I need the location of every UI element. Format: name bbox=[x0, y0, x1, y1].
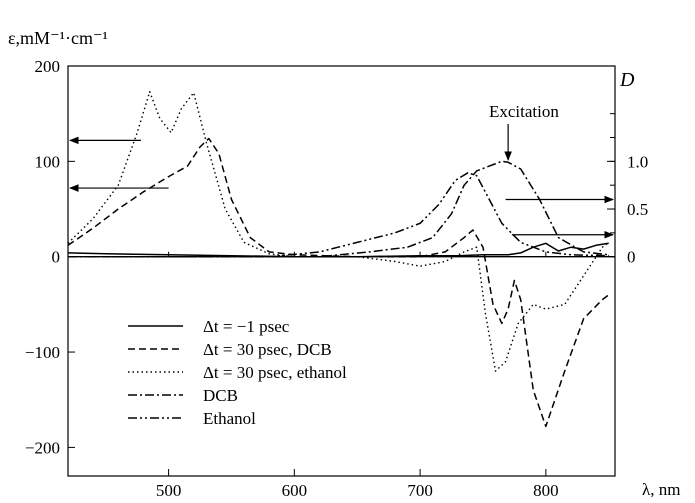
legend-label: Δt = 30 psec, ethanol bbox=[203, 363, 347, 382]
y-left-tick-label: 200 bbox=[35, 57, 61, 76]
y-axis-label-right: D bbox=[619, 69, 635, 91]
plot-frame bbox=[67, 65, 616, 477]
legend-label: DCB bbox=[203, 386, 238, 405]
series-line-4 bbox=[68, 172, 609, 258]
y-left-tick-label: −100 bbox=[25, 343, 60, 362]
y-axis-label-left: ε,mM⁻¹·cm⁻¹ bbox=[8, 28, 108, 48]
legend-label: Δt = 30 psec, DCB bbox=[203, 340, 332, 359]
plot-border bbox=[67, 65, 616, 477]
y-right-tick-label: 0.5 bbox=[627, 200, 648, 219]
y-left-tick-label: 100 bbox=[35, 152, 61, 171]
y-left-tick-label: −200 bbox=[25, 438, 60, 457]
y-right-tick-label: 0 bbox=[627, 248, 636, 267]
series-line-1 bbox=[67, 137, 610, 428]
tick-marks: 500 600 700 800 200 100 0 −100 −200 1.0 0.5 0 bbox=[25, 57, 648, 500]
x-tick-label: 500 bbox=[156, 481, 182, 500]
series-group bbox=[67, 91, 610, 428]
legend-label: Ethanol bbox=[203, 409, 256, 428]
excitation-annotation: Excitation bbox=[489, 102, 559, 121]
y-right-tick-label: 1.0 bbox=[627, 152, 648, 171]
x-tick-label: 700 bbox=[407, 481, 433, 500]
axis-arrows bbox=[69, 124, 614, 239]
series-line-2 bbox=[67, 91, 610, 372]
series-line-3 bbox=[68, 160, 609, 258]
x-tick-label: 800 bbox=[533, 481, 559, 500]
x-axis-label: λ, nm bbox=[642, 480, 680, 499]
series-line-0 bbox=[67, 242, 609, 258]
legend-label: Δt = −1 psec bbox=[203, 317, 290, 336]
y-left-tick-label: 0 bbox=[52, 248, 61, 267]
legend: Δt = −1 psec Δt = 30 psec, DCB Δt = 30 pse… bbox=[128, 317, 347, 428]
x-tick-label: 600 bbox=[282, 481, 308, 500]
